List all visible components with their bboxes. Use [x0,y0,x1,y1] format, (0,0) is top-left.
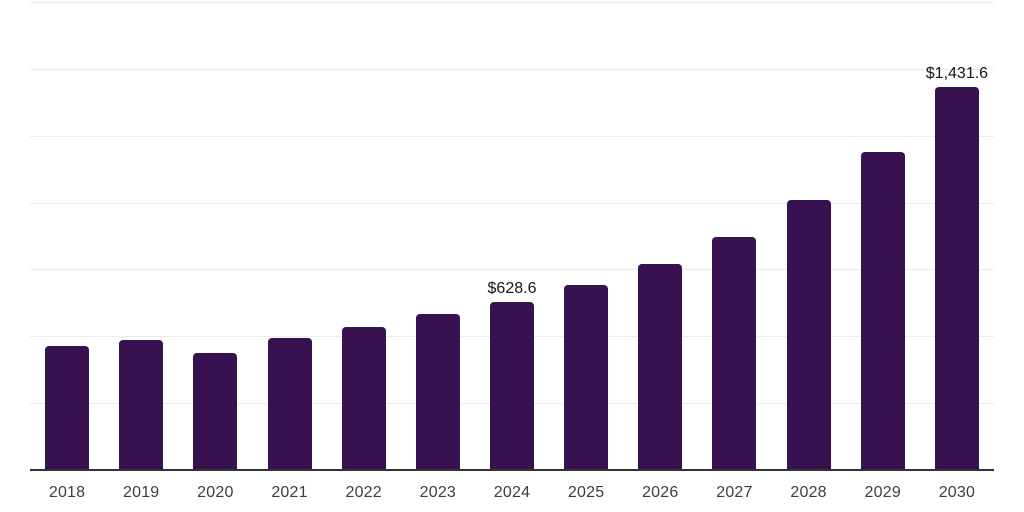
x-tick-2024: 2024 [493,484,531,501]
gridline-1250 [30,135,994,137]
bar-2020 [193,352,238,470]
x-tick-2022: 2022 [345,484,382,501]
x-tick-2018: 2018 [48,484,86,501]
bar-2021 [267,337,312,470]
x-tick-2026: 2026 [642,484,679,501]
bar-2019 [119,340,164,470]
x-tick-2028: 2028 [790,484,827,501]
gridline-1500 [30,68,994,70]
x-tick-2025: 2025 [567,484,605,501]
x-tick-2023: 2023 [419,484,457,501]
data-label-2030: $1,431.6 [925,65,989,83]
gridline-1000 [30,202,994,204]
bar-2027 [712,236,757,470]
bar-2018 [45,345,90,470]
bar-2030 [934,87,979,470]
bar-2022 [341,326,386,470]
x-tick-2030: 2030 [938,484,976,501]
x-tick-2019: 2019 [123,484,160,501]
x-tick-2020: 2020 [197,484,234,501]
x-tick-2021: 2021 [271,484,308,501]
gridline-750 [30,269,994,271]
bar-2028 [786,199,831,470]
gridline-1750 [30,2,994,3]
x-axis-line [30,469,994,471]
bar-2023 [415,314,460,470]
bar-2024 [490,301,534,470]
bar-2029 [860,151,905,470]
bar-2025 [564,284,609,470]
data-label-2024: $628.6 [487,279,537,297]
x-tick-2029: 2029 [864,484,901,501]
x-tick-2027: 2027 [716,484,753,501]
bar-2026 [638,263,683,470]
